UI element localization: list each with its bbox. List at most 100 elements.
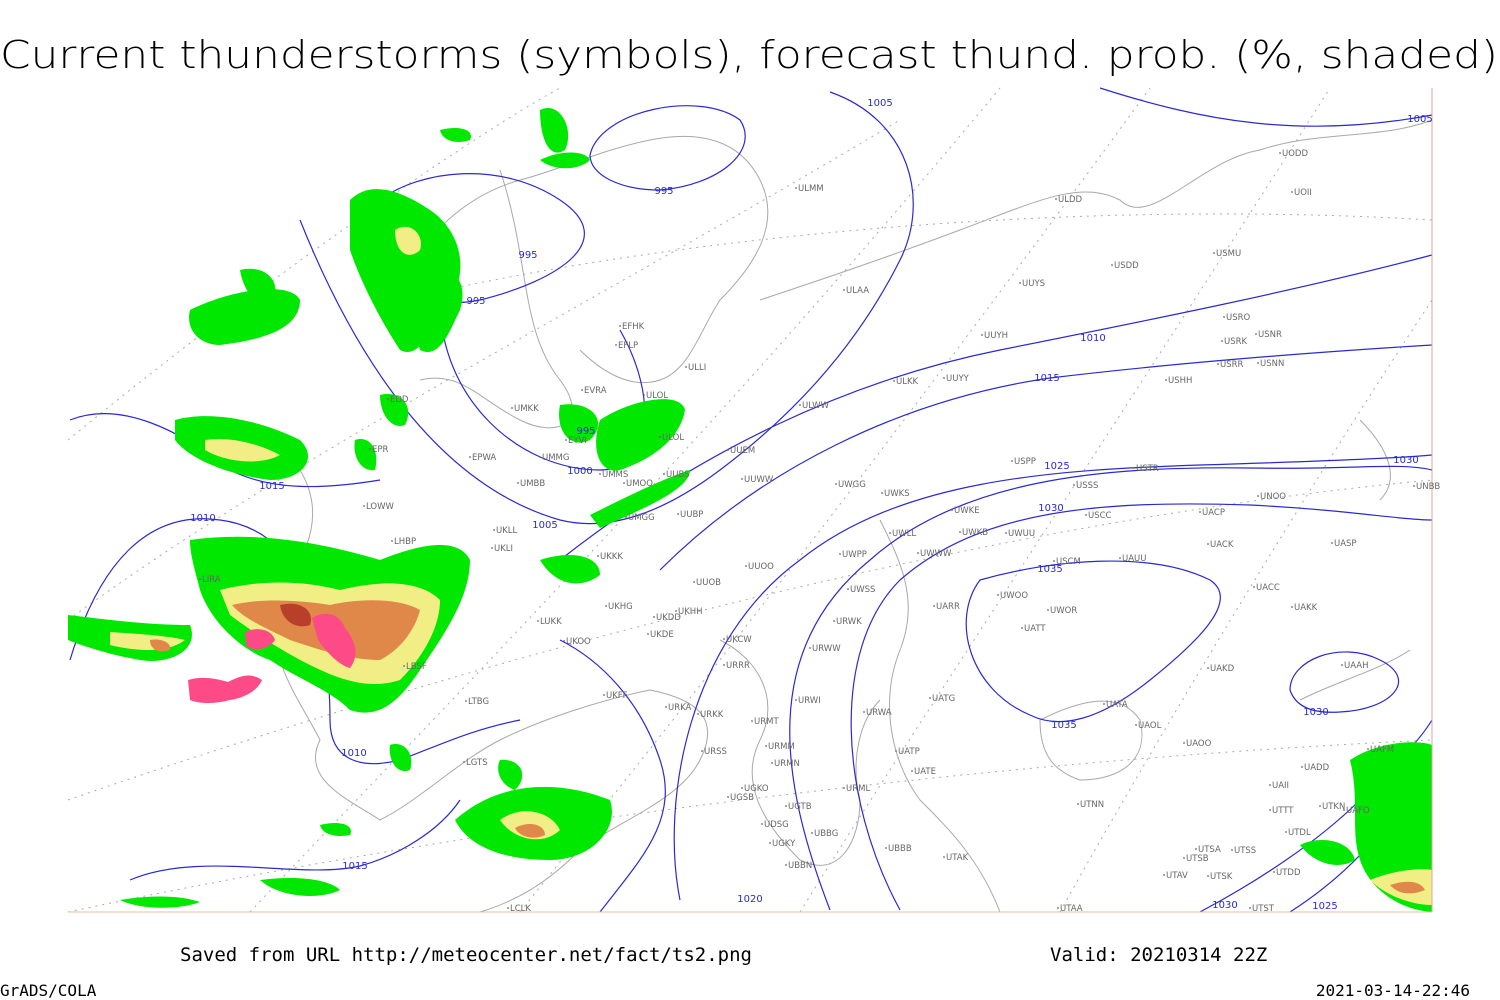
station-label: UWOR [1050, 606, 1077, 616]
station-dot [1165, 379, 1167, 381]
station-label: UWOO [1000, 591, 1028, 601]
station-dot [537, 620, 539, 622]
probability-shading [68, 108, 1432, 912]
station-label: USTR [1136, 464, 1159, 474]
station-dot [795, 699, 797, 701]
station-label: UAOO [1186, 739, 1212, 749]
isobar-label: 1025 [1312, 901, 1337, 912]
station-label: UWKS [884, 489, 910, 499]
station-label: UKLL [496, 526, 518, 536]
isobar-label: 1005 [1407, 114, 1432, 125]
station-dot [727, 796, 729, 798]
station-label: UMGG [628, 513, 655, 523]
station-label: UKDD [656, 613, 681, 623]
station-dot [1085, 514, 1087, 516]
station-label: UUEM [730, 446, 755, 456]
station-label: UTAK [946, 853, 969, 863]
station-label: ULOL [646, 391, 668, 401]
station-label: LTBG [468, 697, 489, 707]
station-label: ULDD [1058, 195, 1083, 205]
station-dot [1257, 495, 1259, 497]
isobar-label: 1015 [342, 861, 367, 872]
station-label: UUYY [946, 374, 970, 384]
station-label: UATT [1024, 624, 1046, 634]
station-label: EFLP [618, 341, 638, 351]
station-dot [387, 398, 389, 400]
station-label: UUWW [744, 475, 774, 485]
station-label: EDD [390, 395, 409, 405]
station-label: UTSA [1198, 845, 1221, 855]
station-label: UOII [1294, 188, 1312, 198]
station-dot [199, 578, 201, 580]
station-dot [917, 552, 919, 554]
station-label: URSS [704, 747, 727, 757]
station-dot [885, 847, 887, 849]
station-label: UDSG [764, 820, 789, 830]
station-dot [1199, 511, 1201, 513]
station-dot [539, 456, 541, 458]
source-url: Saved from URL http://meteocenter.net/fa… [180, 944, 752, 966]
station-dot [1285, 831, 1287, 833]
station-dot [615, 344, 617, 346]
station-dot [943, 377, 945, 379]
station-dot [1223, 316, 1225, 318]
station-label: UWKE [954, 506, 980, 516]
station-label: UAUU [1122, 554, 1146, 564]
isobar-label: 995 [518, 250, 537, 261]
station-label: URRR [726, 661, 750, 671]
isobar-label: 1015 [1034, 373, 1059, 384]
station-dot [625, 516, 627, 518]
station-dot [1319, 805, 1321, 807]
station-label: UKFF [606, 691, 628, 701]
station-label: UASP [1334, 539, 1357, 549]
station-dot [843, 289, 845, 291]
station-label: URWA [866, 708, 892, 718]
station-dot [1119, 557, 1121, 559]
station-dot [833, 620, 835, 622]
station-dot [1291, 606, 1293, 608]
station-label: UGKY [772, 839, 796, 849]
station-dot [1183, 857, 1185, 859]
station-label: UTST [1252, 904, 1275, 914]
station-dot [741, 787, 743, 789]
station-dot [1343, 809, 1345, 811]
isobar-label: 1030 [1212, 900, 1237, 911]
isobar-label: 995 [466, 296, 485, 307]
station-label: URKA [668, 703, 692, 713]
station-dot [701, 750, 703, 752]
thunderstorm-symbols [188, 613, 356, 703]
station-label: UACP [1202, 508, 1225, 518]
station-label: UWGG [838, 480, 866, 490]
station-label: UGTB [788, 802, 812, 812]
station-dot [1111, 264, 1113, 266]
station-label: USPP [1014, 457, 1036, 467]
station-label: UAII [1272, 781, 1289, 791]
isobar-label: 1035 [1051, 720, 1076, 731]
station-dot [1195, 848, 1197, 850]
station-label: UMKK [514, 404, 539, 414]
station-label: LIRA [202, 575, 221, 585]
station-dot [491, 547, 493, 549]
station-dot [911, 770, 913, 772]
station-label: UAFO [1346, 806, 1370, 816]
station-dot [619, 325, 621, 327]
station-dot [665, 706, 667, 708]
station-dot [677, 513, 679, 515]
station-label: URWW [812, 644, 841, 654]
station-dot [727, 449, 729, 451]
station-label: UTNN [1080, 800, 1104, 810]
title: Current thunderstorms (symbols), forecas… [0, 33, 1498, 77]
station-dot [1183, 742, 1185, 744]
station-dot [1207, 667, 1209, 669]
station-label: UTDL [1288, 828, 1311, 838]
coastlines [274, 119, 1433, 913]
station-dot [997, 594, 999, 596]
station-dot [565, 439, 567, 441]
station-label: UARR [936, 602, 960, 612]
station-label: URML [846, 784, 870, 794]
station-dot [517, 482, 519, 484]
station-label: UKKK [600, 552, 623, 562]
station-label: LHBP [394, 537, 416, 547]
station-label: UTAA [1060, 904, 1083, 914]
